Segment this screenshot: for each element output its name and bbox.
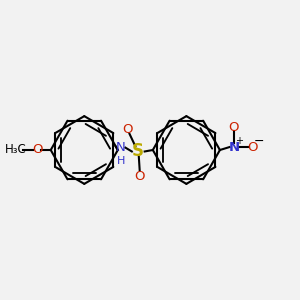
Text: +: + [235,136,243,146]
Text: O: O [32,143,43,157]
Text: H₃C: H₃C [5,143,27,157]
Text: O: O [229,122,239,134]
Text: O: O [248,141,258,154]
Text: H: H [117,156,125,166]
Text: O: O [134,170,145,183]
Text: S: S [132,142,144,160]
Text: −: − [254,135,265,148]
Text: N: N [228,141,239,154]
Text: N: N [116,141,126,154]
Text: O: O [122,123,132,136]
